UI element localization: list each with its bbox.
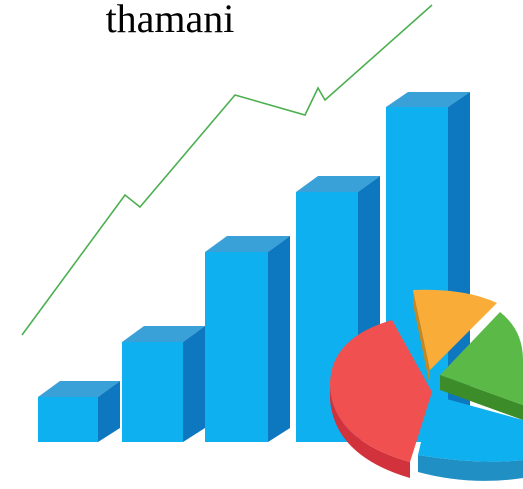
trend-line bbox=[21, 4, 433, 336]
bar-3d bbox=[205, 236, 290, 442]
bar-3d bbox=[122, 326, 205, 442]
pie-3d bbox=[330, 289, 523, 481]
bar-3d bbox=[38, 381, 120, 442]
title: thamani bbox=[106, 0, 235, 41]
